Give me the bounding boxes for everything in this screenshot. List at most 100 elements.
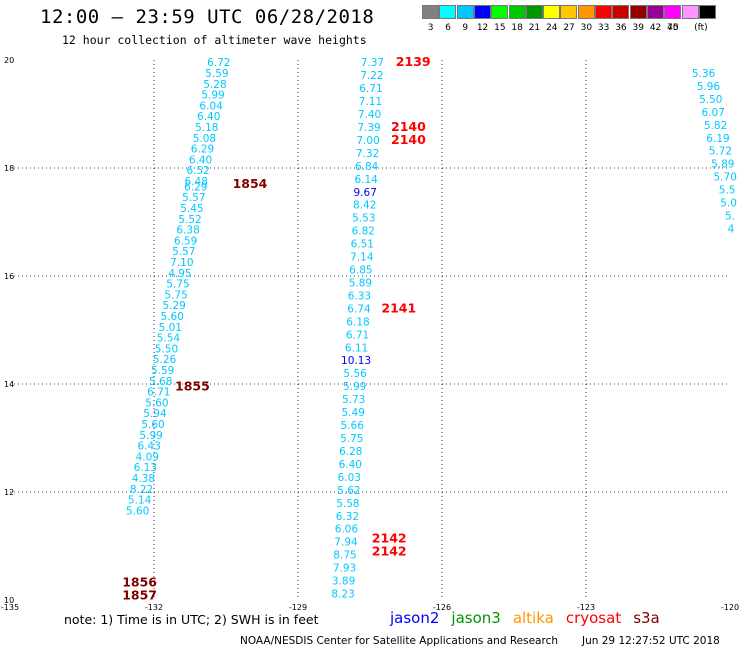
wave-height-value: 5.60	[141, 419, 164, 431]
wave-height-value: 7.11	[359, 96, 382, 108]
wave-height-value: 5.82	[704, 120, 727, 132]
wave-height-value: 8.75	[333, 550, 356, 562]
y-tick-label: 16	[4, 272, 14, 281]
wave-height-value: 5.75	[164, 289, 187, 301]
wave-height-value: 6.59	[174, 235, 197, 247]
wave-height-value: 5.66	[341, 420, 365, 432]
color-scale-swatch	[508, 5, 526, 19]
wave-height-value: 5.08	[193, 133, 216, 145]
wave-height-value: 5.99	[139, 430, 162, 442]
wave-height-value: 7.10	[170, 257, 193, 269]
color-scale-label: 42	[649, 23, 662, 33]
wave-height-value: 7.14	[350, 252, 374, 264]
wave-height-value: 5.53	[352, 213, 375, 225]
pass-time-label: 2141	[381, 300, 416, 315]
color-scale-label: 36	[615, 23, 627, 33]
wave-height-value: 5.73	[342, 394, 365, 406]
color-scale-swatch	[491, 5, 509, 19]
wave-height-value: 6.07	[702, 107, 725, 119]
color-scale-swatch	[698, 5, 716, 19]
color-scale-swatch	[439, 5, 457, 19]
wave-height-value: 8.22	[130, 484, 153, 496]
wave-height-value: 6.29	[184, 181, 207, 193]
wave-height-value: 5.14	[128, 495, 152, 507]
y-tick-label: 14	[4, 380, 14, 389]
color-scale-label: 18	[511, 23, 523, 33]
wave-height-value: 6.82	[352, 226, 375, 238]
legend-entry: s3a	[633, 609, 660, 627]
color-scale-swatch	[681, 5, 699, 19]
legend-entry: altika	[512, 609, 554, 627]
wave-height-value: 6.51	[351, 239, 374, 251]
wave-height-value: 5.5	[719, 185, 736, 197]
wave-height-value: 5.0	[720, 198, 737, 210]
wave-height-value: 6.11	[345, 342, 368, 354]
wave-height-value: 7.39	[357, 122, 380, 134]
x-tick-label: -135	[1, 603, 19, 612]
wave-height-value: 6.40	[339, 459, 362, 471]
x-tick-label: -120	[721, 603, 739, 612]
wave-height-value: 6.28	[339, 446, 362, 458]
pass-time-label: 2139	[396, 54, 431, 69]
color-scale-label: 27	[563, 23, 575, 33]
wave-height-value: 5.75	[340, 433, 363, 445]
wave-height-value: 5.18	[195, 122, 218, 134]
color-scale-swatch	[422, 5, 439, 19]
wave-height-value: 5.36	[692, 68, 716, 80]
wave-height-value: 6.48	[185, 176, 208, 188]
wave-height-value: 5.52	[178, 214, 201, 226]
wave-height-value: 6.03	[338, 472, 361, 484]
y-tick-label: 10	[4, 596, 14, 605]
x-tick-label: -129	[289, 603, 307, 612]
color-scale-swatch	[473, 5, 491, 19]
wave-height-value: 5.89	[711, 159, 734, 171]
wave-height-value: 6.71	[346, 329, 369, 341]
wave-height-value: 7.93	[333, 563, 356, 575]
wave-height-value: 5.57	[172, 246, 195, 258]
x-tick-label: -123	[577, 603, 595, 612]
color-scale-swatch	[543, 5, 561, 19]
wave-height-value: 6.18	[346, 316, 369, 328]
wave-height-value: 5.26	[153, 354, 177, 366]
wave-height-value: 5.01	[159, 322, 182, 334]
color-scale-label: 6	[445, 23, 451, 33]
pass-time-label: 1854	[233, 176, 268, 191]
color-scale-swatch	[629, 5, 647, 19]
wave-height-value: 5.50	[155, 343, 178, 355]
color-scale-label: 45	[667, 23, 679, 33]
wave-height-value: 5.59	[151, 365, 174, 377]
color-scale-swatch	[612, 5, 630, 19]
wave-height-value: 5.45	[180, 203, 203, 215]
wave-height-value: 6.43	[138, 441, 161, 453]
wave-height-value: 5.	[725, 211, 735, 223]
wave-height-value: 6.71	[147, 387, 170, 399]
wave-height-value: 5.50	[699, 94, 722, 106]
data-points: 6.725.595.285.996.046.405.185.086.296.40…	[126, 57, 737, 600]
y-tick-label: 18	[4, 164, 14, 173]
pass-time-label: 2140	[391, 132, 426, 147]
x-tick-label: -132	[145, 603, 163, 612]
color-scale-label: 70	[667, 23, 679, 33]
footnote: note: 1) Time is in UTC; 2) SWH is in fe…	[64, 612, 319, 627]
satellite-legend: jason2 jason3 altika cryosat s3a	[390, 609, 672, 627]
wave-height-value: 5.56	[343, 368, 367, 380]
chart-title: 12:00 – 23:59 UTC 06/28/2018	[40, 6, 375, 28]
timestamp-text: Jun 29 12:27:52 UTC 2018	[582, 635, 720, 647]
axis-tick-labels: -135 -132 -129 -126 -123 -120 10 12 14 16 18 20	[1, 56, 739, 612]
wave-height-value: 6.85	[349, 265, 372, 277]
wave-height-value: 5.62	[337, 485, 360, 497]
wave-height-value: 3.89	[332, 576, 355, 588]
wave-height-value: 6.32	[336, 511, 359, 523]
pass-time-label: 1856	[122, 575, 157, 590]
color-scale-swatch	[525, 5, 543, 19]
wave-height-value: 6.72	[207, 57, 230, 69]
credit-text: NOAA/NESDIS Center for Satellite Applica…	[240, 635, 558, 647]
color-scale-label: 30	[580, 23, 593, 33]
wave-height-value: 6.06	[335, 524, 359, 536]
wave-height-value: 6.40	[189, 154, 212, 166]
wave-height-value: 5.70	[714, 172, 737, 184]
wave-height-value: 4.38	[132, 473, 155, 485]
wave-height-value: 6.19	[706, 133, 729, 145]
color-scale-label: 12	[476, 23, 489, 33]
